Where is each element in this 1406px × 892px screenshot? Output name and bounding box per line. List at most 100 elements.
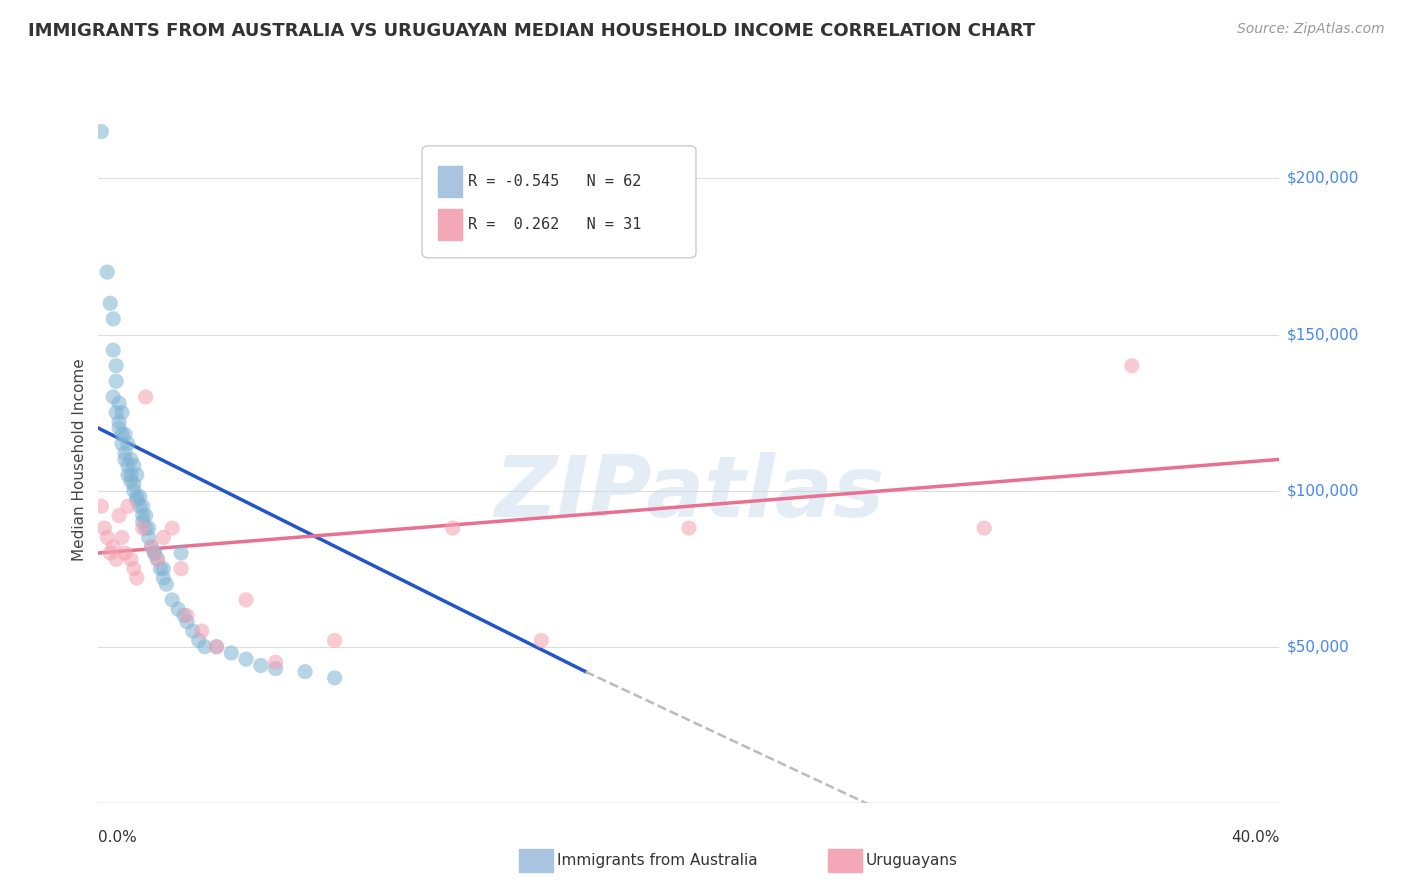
Text: $100,000: $100,000	[1286, 483, 1358, 498]
Point	[90, 125, 112, 139]
Point	[111, 437, 134, 451]
Point	[132, 515, 155, 529]
Text: 0.0%: 0.0%	[98, 830, 138, 845]
Point	[114, 427, 136, 442]
Point	[132, 508, 155, 523]
Text: ZIPatlas: ZIPatlas	[494, 452, 884, 535]
Point	[105, 405, 128, 420]
Point	[152, 530, 174, 544]
Point	[125, 571, 148, 585]
Point	[143, 546, 166, 560]
Text: R = -0.545   N = 62: R = -0.545 N = 62	[468, 174, 641, 189]
Point	[108, 415, 131, 429]
Point	[149, 562, 172, 576]
Point	[141, 540, 163, 554]
Point	[152, 571, 174, 585]
Point	[138, 521, 160, 535]
Point	[114, 446, 136, 460]
Point	[167, 602, 190, 616]
Point	[96, 530, 118, 544]
Point	[117, 500, 139, 514]
Point	[122, 477, 145, 491]
Point	[111, 427, 134, 442]
Point	[120, 467, 142, 482]
Point	[323, 671, 346, 685]
Point	[96, 265, 118, 279]
Point	[441, 521, 464, 535]
Point	[103, 540, 125, 554]
Point	[98, 546, 121, 560]
Point	[235, 652, 257, 666]
Point	[103, 343, 125, 358]
Point	[120, 475, 142, 489]
Point	[103, 390, 125, 404]
Point	[264, 662, 287, 676]
Point	[132, 521, 155, 535]
Text: $200,000: $200,000	[1286, 171, 1358, 186]
Point	[114, 452, 136, 467]
Point	[155, 577, 177, 591]
Point	[111, 405, 134, 420]
Point	[176, 608, 198, 623]
Point	[122, 562, 145, 576]
Point	[205, 640, 228, 654]
Point	[105, 375, 128, 389]
Point	[103, 312, 125, 326]
Point	[323, 633, 346, 648]
Point	[187, 633, 209, 648]
Point	[678, 521, 700, 535]
Text: Immigrants from Australia: Immigrants from Australia	[557, 854, 758, 868]
Point	[294, 665, 316, 679]
Point	[93, 521, 115, 535]
Point	[170, 562, 193, 576]
Point	[170, 546, 193, 560]
Point	[128, 500, 150, 514]
Text: IMMIGRANTS FROM AUSTRALIA VS URUGUAYAN MEDIAN HOUSEHOLD INCOME CORRELATION CHART: IMMIGRANTS FROM AUSTRALIA VS URUGUAYAN M…	[28, 22, 1035, 40]
Point	[973, 521, 995, 535]
Point	[141, 540, 163, 554]
Point	[105, 552, 128, 566]
Text: 40.0%: 40.0%	[1232, 830, 1279, 845]
Point	[117, 467, 139, 482]
Point	[117, 458, 139, 473]
Point	[235, 592, 257, 607]
Point	[132, 500, 155, 514]
Point	[135, 521, 157, 535]
Point	[219, 646, 242, 660]
Point	[530, 633, 553, 648]
Point	[146, 552, 169, 566]
Point	[125, 492, 148, 507]
Point	[108, 396, 131, 410]
Point	[122, 458, 145, 473]
Point	[135, 508, 157, 523]
Point	[250, 658, 273, 673]
Point	[114, 546, 136, 560]
Point	[162, 521, 183, 535]
Point	[90, 500, 112, 514]
Point	[143, 546, 166, 560]
Point	[108, 508, 131, 523]
Point	[152, 562, 174, 576]
Point	[191, 624, 214, 639]
Point	[194, 640, 217, 654]
Point	[176, 615, 198, 629]
Y-axis label: Median Household Income: Median Household Income	[72, 358, 87, 561]
Point	[146, 552, 169, 566]
Point	[111, 530, 134, 544]
Text: Source: ZipAtlas.com: Source: ZipAtlas.com	[1237, 22, 1385, 37]
Point	[122, 483, 145, 498]
Point	[125, 467, 148, 482]
Point	[120, 452, 142, 467]
Point	[138, 530, 160, 544]
Point	[108, 421, 131, 435]
Point	[1121, 359, 1143, 373]
Text: R =  0.262   N = 31: R = 0.262 N = 31	[468, 217, 641, 232]
Text: $150,000: $150,000	[1286, 327, 1358, 342]
Point	[205, 640, 228, 654]
Point	[128, 490, 150, 504]
Point	[117, 437, 139, 451]
Text: $50,000: $50,000	[1286, 640, 1350, 654]
Text: Uruguayans: Uruguayans	[866, 854, 957, 868]
Point	[105, 359, 128, 373]
Point	[135, 390, 157, 404]
